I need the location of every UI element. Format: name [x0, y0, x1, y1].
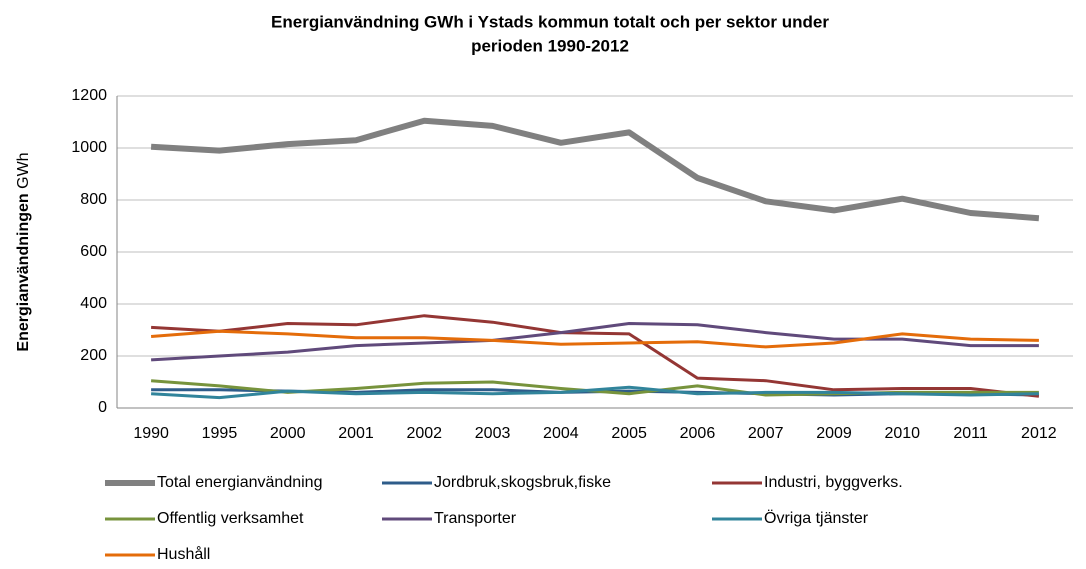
y-tick-label: 200 — [80, 347, 107, 364]
y-axis-label-main: Energianvändningen — [15, 193, 32, 351]
legend-label: Hushåll — [157, 545, 210, 563]
x-tick-label: 2007 — [748, 425, 784, 442]
chart-title: Energianvändning GWh i Ystads kommun tot… — [271, 12, 829, 31]
x-tick-label: 2003 — [475, 425, 511, 442]
x-tick-label: 1995 — [202, 425, 238, 442]
chart-title: perioden 1990-2012 — [471, 36, 629, 55]
x-tick-label: 2010 — [884, 425, 920, 442]
y-tick-label: 400 — [80, 295, 107, 312]
x-tick-label: 2005 — [611, 425, 647, 442]
x-tick-label: 2001 — [338, 425, 374, 442]
x-tick-label: 2011 — [953, 425, 988, 442]
y-tick-label: 0 — [98, 399, 107, 416]
series-line — [151, 322, 1039, 362]
legend-label: Total energianvändning — [157, 474, 322, 491]
legend-label: Transporter — [434, 510, 517, 527]
legend-label: Offentlig verksamhet — [157, 510, 304, 527]
y-tick-label: 1000 — [71, 139, 107, 156]
x-tick-label: 2002 — [406, 425, 442, 442]
x-tick-label: 2009 — [816, 425, 852, 442]
x-tick-label: 2012 — [1021, 425, 1057, 442]
y-tick-label: 1200 — [71, 87, 107, 104]
x-tick-label: 1990 — [133, 425, 169, 442]
x-tick-label: 2004 — [543, 425, 579, 442]
x-tick-label: 2000 — [270, 425, 306, 442]
legend-label: Jordbruk,skogsbruk,fiske — [434, 474, 611, 491]
legend-label: Industri, byggverks. — [764, 474, 903, 491]
legend-label: Övriga tjänster — [764, 509, 869, 527]
series-line — [150, 329, 1039, 349]
y-axis-label: Energianvändningen GWh — [15, 152, 32, 351]
x-tick-label: 2006 — [680, 425, 716, 442]
y-tick-label: 600 — [80, 243, 107, 260]
series-line — [151, 385, 1039, 400]
y-tick-label: 800 — [80, 191, 107, 208]
y-axis-unit: GWh — [15, 152, 32, 188]
series-line — [150, 117, 1040, 222]
series-line — [151, 314, 1040, 398]
